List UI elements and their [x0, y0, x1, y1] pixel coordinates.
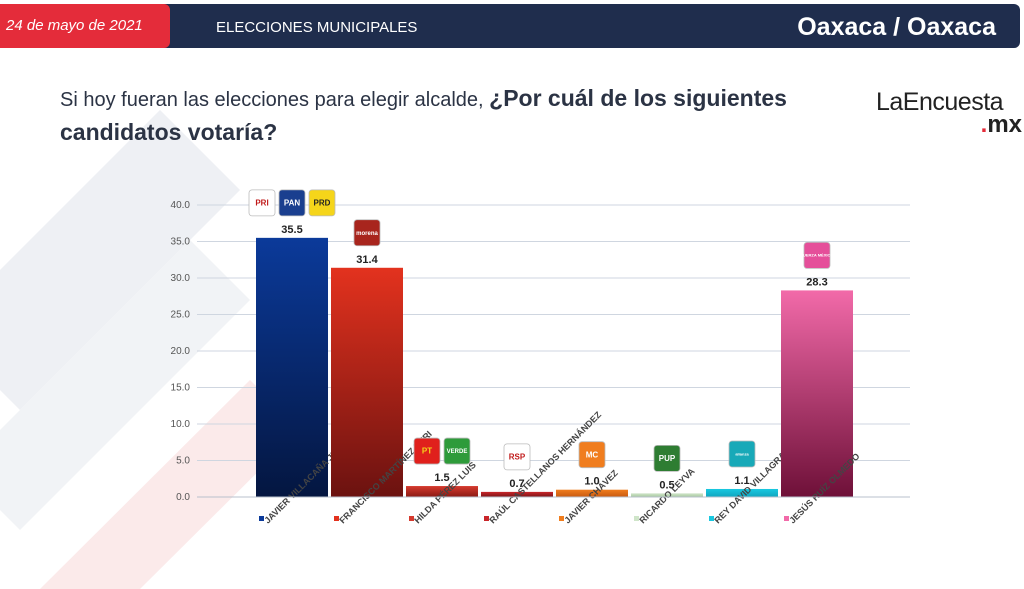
y-tick-label: 15.0: [171, 383, 191, 394]
date-badge: 24 de mayo de 2021: [0, 4, 170, 48]
party-logo-icon: morena: [353, 219, 381, 247]
y-tick-label: 40.0: [171, 200, 191, 211]
question-main: ¿Por cuál de los siguientes candidatos v…: [60, 85, 787, 145]
party-logo-icon: PRI: [248, 189, 276, 217]
y-tick-label: 20.0: [171, 346, 191, 357]
section-title: ELECCIONES MUNICIPALES: [216, 19, 418, 36]
data-label: 31.4: [356, 254, 378, 266]
party-logo-icon: PUP: [653, 444, 681, 472]
svg-text:VERDE: VERDE: [447, 449, 468, 455]
bar: [406, 486, 478, 497]
y-tick-label: 30.0: [171, 273, 191, 284]
party-logo-icon: VERDE: [443, 437, 471, 465]
party-logo-icon: MC: [578, 441, 606, 469]
y-tick-label: 0.0: [176, 492, 190, 503]
data-label: 35.5: [281, 224, 302, 236]
category-marker: [259, 516, 264, 521]
data-label: 1.5: [434, 472, 449, 484]
bar: [556, 489, 628, 497]
svg-text:PT: PT: [422, 447, 432, 456]
bar: [781, 290, 853, 497]
party-logo-icon: PT: [413, 437, 441, 465]
brand-logo: LaEncuesta mx: [876, 88, 1024, 139]
svg-text:FUERZA MÉXICO: FUERZA MÉXICO: [801, 253, 834, 258]
category-marker: [334, 516, 339, 521]
svg-text:PUP: PUP: [659, 454, 676, 463]
party-logo-icon: PAN: [278, 189, 306, 217]
location-title: Oaxaca / Oaxaca: [797, 13, 996, 41]
data-label: 1.1: [734, 475, 749, 487]
data-label: 28.3: [806, 276, 827, 288]
y-tick-label: 10.0: [171, 419, 191, 430]
party-logo-icon: PRD: [308, 189, 336, 217]
y-tick-label: 5.0: [176, 456, 190, 467]
survey-question: Si hoy fueran las elecciones para elegir…: [60, 83, 860, 151]
category-marker: [559, 516, 564, 521]
bar: [706, 488, 778, 497]
category-marker: [709, 516, 714, 521]
party-logo-icon: alianza: [728, 440, 756, 468]
bar: [256, 237, 328, 497]
data-label: 0.5: [659, 479, 674, 491]
data-label: 1.0: [584, 476, 599, 488]
bar: [331, 267, 403, 497]
svg-text:RSP: RSP: [509, 453, 526, 462]
svg-text:MC: MC: [586, 450, 599, 459]
brand-tld: mx: [876, 111, 1022, 139]
party-logo-icon: FUERZA MÉXICO: [801, 242, 834, 269]
svg-text:PRD: PRD: [314, 199, 331, 208]
header-bar: 24 de mayo de 2021 ELECCIONES MUNICIPALE…: [0, 4, 1020, 48]
category-marker: [409, 516, 414, 521]
svg-text:alianza: alianza: [735, 451, 749, 456]
y-tick-label: 25.0: [171, 310, 191, 321]
svg-text:PRI: PRI: [255, 199, 268, 208]
question-intro: Si hoy fueran las elecciones para elegir…: [60, 89, 490, 111]
category-marker: [784, 516, 789, 521]
y-tick-label: 35.0: [171, 237, 191, 248]
bar: [481, 491, 553, 497]
date-text: 24 de mayo de 2021: [6, 17, 143, 34]
party-logo-icon: RSP: [503, 443, 531, 471]
category-marker: [634, 516, 639, 521]
data-label: 0.7: [509, 478, 524, 490]
category-marker: [484, 516, 489, 521]
svg-text:PAN: PAN: [284, 199, 301, 208]
bar: [631, 493, 703, 497]
svg-text:morena: morena: [356, 231, 378, 237]
